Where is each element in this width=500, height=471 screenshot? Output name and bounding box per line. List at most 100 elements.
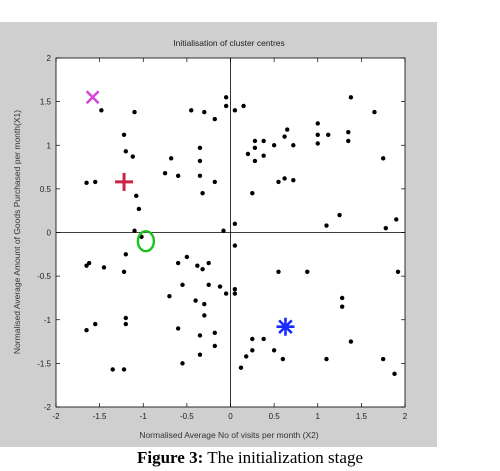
data-point	[212, 179, 217, 185]
data-point	[130, 154, 135, 159]
data-point	[261, 153, 266, 158]
data-point	[232, 287, 238, 292]
data-point	[221, 228, 226, 233]
data-point	[123, 149, 128, 154]
x-tick-label: -2	[52, 412, 60, 421]
data-point	[197, 145, 203, 151]
data-point	[380, 356, 386, 362]
x-tick-label: 2	[403, 412, 408, 421]
data-point	[339, 304, 345, 309]
data-point	[212, 343, 217, 349]
data-point	[395, 269, 401, 274]
data-point	[252, 158, 258, 164]
data-point	[271, 143, 277, 148]
data-point	[250, 191, 255, 196]
data-point	[232, 108, 238, 113]
data-point	[206, 282, 211, 288]
data-point	[261, 336, 266, 342]
data-point	[223, 291, 229, 296]
y-tick-label: 0.5	[40, 185, 52, 194]
data-point	[212, 330, 217, 336]
scatter-chart: Initialisation of cluster centres -2 -1.5…	[12, 38, 408, 440]
data-point	[244, 354, 249, 359]
data-point	[175, 173, 181, 178]
data-point	[84, 328, 89, 333]
data-point	[348, 95, 354, 100]
caption-text: The initialization stage	[203, 448, 363, 467]
data-point	[238, 365, 244, 370]
data-point	[121, 269, 127, 274]
data-point	[232, 243, 238, 248]
data-point	[392, 371, 397, 377]
data-point	[200, 191, 205, 196]
data-point	[167, 293, 172, 299]
data-point	[280, 356, 286, 362]
y-axis-ticks: 2 1.5 1 0.5 0 -0.5 -1 -1.5 -2	[37, 54, 405, 412]
data-point	[315, 121, 320, 126]
x-axis-label: Normalised Average No of visits per mont…	[139, 430, 319, 440]
data-point	[189, 108, 194, 113]
data-point	[232, 291, 238, 296]
data-point	[197, 352, 203, 357]
y-tick-label: 1	[47, 141, 52, 150]
y-tick-label: -1.5	[37, 359, 51, 368]
y-tick-label: 2	[47, 54, 52, 63]
data-point	[202, 313, 207, 318]
data-point	[282, 134, 287, 139]
data-point	[252, 138, 258, 144]
data-point	[252, 145, 258, 151]
data-point	[250, 348, 255, 353]
chart-title: Initialisation of cluster centres	[173, 38, 285, 48]
data-point	[84, 180, 89, 185]
data-point	[348, 339, 354, 344]
y-tick-label: -1	[44, 316, 52, 325]
data-point	[132, 228, 137, 233]
data-point	[324, 223, 329, 228]
data-point	[86, 260, 92, 266]
x-tick-label: 1.5	[356, 412, 368, 421]
data-point	[291, 177, 296, 183]
x-tick-label: -1.5	[93, 412, 107, 421]
centre-x-stroke	[85, 90, 100, 105]
data-point	[93, 179, 98, 185]
data-point	[223, 95, 229, 100]
data-point	[261, 138, 266, 144]
data-point	[339, 295, 345, 301]
x-tick-label: 0.5	[269, 412, 281, 421]
data-point	[180, 282, 185, 288]
data-point	[93, 321, 98, 327]
data-point	[195, 263, 200, 268]
data-point	[175, 326, 181, 331]
reference-lines	[56, 58, 405, 407]
data-point	[197, 333, 203, 338]
data-point	[315, 132, 320, 137]
y-tick-label: 0	[47, 229, 52, 238]
centre-star-stroke	[278, 319, 293, 335]
figure-caption: Figure 3: The initialization stage	[0, 448, 500, 468]
x-tick-label: -0.5	[180, 412, 194, 421]
data-point	[217, 284, 223, 289]
figure-panel: Initialisation of cluster centres -2 -1.5…	[0, 22, 437, 447]
data-point	[315, 141, 320, 146]
y-tick-label: 1.5	[40, 98, 52, 107]
data-point	[337, 212, 342, 218]
data-point	[110, 367, 115, 372]
data-point	[197, 173, 203, 178]
cluster-centres	[85, 90, 295, 336]
data-point	[291, 143, 296, 148]
data-point	[121, 367, 127, 372]
data-point	[346, 138, 351, 144]
data-point	[134, 193, 139, 199]
data-point	[123, 315, 128, 321]
data-point	[175, 260, 181, 266]
caption-label: Figure 3:	[137, 448, 204, 467]
cluster-centre-marker	[115, 172, 134, 191]
cluster-centre-marker	[85, 90, 100, 105]
data-point	[123, 252, 128, 257]
data-point	[282, 176, 287, 181]
y-tick-label: -0.5	[37, 272, 51, 281]
data-point	[380, 156, 386, 161]
data-point	[250, 336, 255, 342]
data-point	[346, 129, 351, 135]
data-point	[372, 109, 377, 115]
